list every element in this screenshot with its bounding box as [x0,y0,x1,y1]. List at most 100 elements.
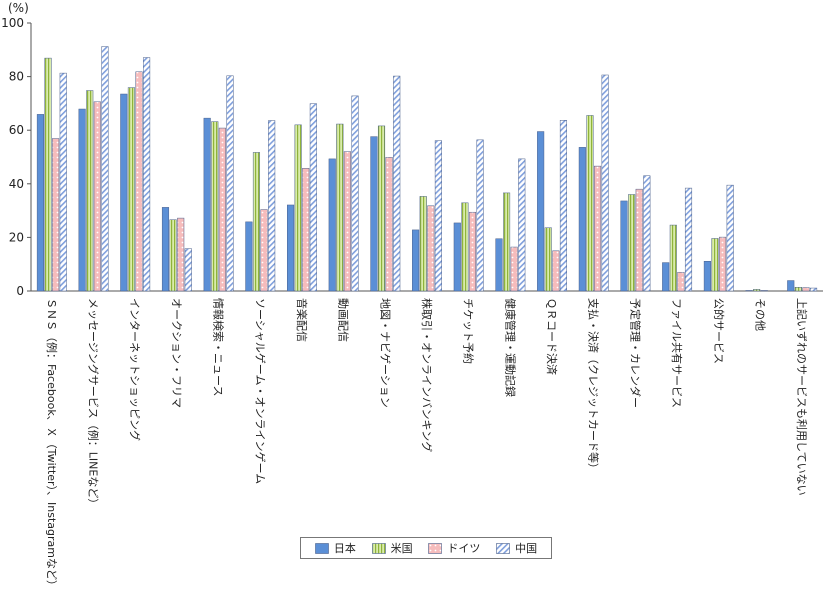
bar-ドイツ-13 [593,165,602,292]
legend-label: ドイツ [447,542,481,555]
category-label: ＱＲコード決済 [545,298,559,375]
bar-ドイツ-14 [635,188,643,292]
bar-日本-12 [537,131,545,292]
bar-米国-12 [544,227,552,292]
bar-中国-6 [309,103,317,292]
category-label: 健康管理・運動記録 [503,298,517,397]
bar-米国-13 [586,115,594,292]
bar-ドイツ-0 [52,138,60,292]
bar-中国-0 [59,72,67,292]
bar-米国-9 [419,196,427,292]
bar-中国-3 [184,248,192,292]
category-label: 情報検索・ニュース [212,298,226,396]
y-tick-label: 80 [9,70,24,84]
bar-中国-2 [143,57,151,292]
bar-中国-8 [393,75,401,292]
bar-米国-14 [628,194,636,292]
bar-日本-13 [578,147,586,292]
legend-swatch [496,542,510,554]
bar-米国-4 [211,121,219,292]
bar-日本-15 [662,262,670,292]
category-label: チケット予約 [462,298,476,364]
y-tick-label: 60 [9,123,24,137]
bar-日本-9 [412,229,420,292]
bar-日本-6 [287,204,295,292]
bar-米国-3 [169,219,177,292]
bar-中国-7 [351,95,359,292]
bar-中国-10 [476,139,484,292]
category-label: 上記いずれのサービスも利用していない [795,298,809,496]
bar-日本-0 [36,114,44,292]
bar-日本-16 [703,261,711,292]
bar-ドイツ-10 [468,211,477,292]
y-tick-label: 20 [9,230,24,244]
legend-label: 中国 [515,542,538,555]
y-tick-label: 0 [16,284,24,298]
bar-ドイツ-15 [677,271,685,292]
bar-日本-5 [245,221,253,292]
category-label: ファイル共有サービス [670,298,684,408]
bar-日本-3 [161,207,170,292]
bar-ドイツ-7 [343,151,351,292]
category-label: ソーシャルゲーム・オンラインゲーム [253,298,266,484]
bars-group [36,46,818,292]
category-labels: ＳＮＳ（例：Facebook、Ｘ（Twitter）、Instagramなど） メッ… [45,298,809,591]
legend-item: 日本 [315,540,356,556]
bar-ドイツ-1 [93,101,101,292]
legend-item: 米国 [371,540,413,556]
bar-中国-12 [559,120,568,292]
bar-米国-2 [127,87,135,292]
bar-中国-13 [601,74,609,292]
bar-中国-9 [434,140,442,292]
category-label: 株取引・オンラインバンキング [420,298,434,452]
bar-中国-11 [518,158,526,292]
legend-swatch [315,542,329,554]
bar-ドイツ-16 [719,236,727,292]
bar-ドイツ-3 [177,217,185,292]
bar-米国-1 [86,90,94,292]
bar-米国-8 [377,125,386,292]
bar-米国-5 [252,152,261,292]
category-label: 公的サービス [712,298,726,364]
bar-中国-16 [726,184,734,292]
bar-中国-14 [643,175,651,292]
bar-米国-18 [794,287,802,292]
y-tick-label: 100 [1,16,24,30]
bar-中国-4 [226,75,234,292]
category-label: 予定管理・カレンダー [628,298,642,408]
bar-米国-16 [711,238,719,292]
bar-米国-17 [753,289,761,292]
bar-ドイツ-8 [385,157,393,292]
y-unit-label: (%) [8,1,29,15]
category-label: その他 [754,298,767,331]
legend-label: 米国 [390,542,413,555]
category-label: 地図・ナビゲーション [378,298,391,408]
y-tick-label: 40 [9,177,24,191]
category-label: 音楽配信 [295,298,309,342]
bar-米国-7 [336,123,344,292]
bar-日本-4 [203,117,211,292]
legend-item: 中国 [496,540,537,556]
bar-米国-11 [503,192,511,292]
legend-swatch [428,542,443,554]
bar-ドイツ-5 [260,209,268,292]
bar-ドイツ-18 [802,287,810,292]
bar-中国-1 [101,46,109,292]
bar-日本-1 [78,108,86,292]
bar-ドイツ-17 [760,290,768,292]
legend-label: 日本 [333,542,356,555]
legend-swatch [371,542,386,554]
legend: 日本 米国 ドイツ 中国 [300,537,552,559]
category-label: インターネットショッピング [128,298,142,441]
bar-ドイツ-4 [218,127,226,292]
bar-日本-2 [120,93,128,292]
bar-日本-18 [787,280,795,292]
bar-中国-18 [810,287,818,292]
bar-日本-10 [453,222,461,292]
category-label: 支払・決済（クレジットカード等） [587,298,601,474]
bar-日本-11 [495,238,503,292]
legend-item: ドイツ [428,540,480,556]
bar-ドイツ-12 [552,250,560,292]
bar-日本-17 [745,290,753,292]
bar-米国-15 [669,224,677,292]
